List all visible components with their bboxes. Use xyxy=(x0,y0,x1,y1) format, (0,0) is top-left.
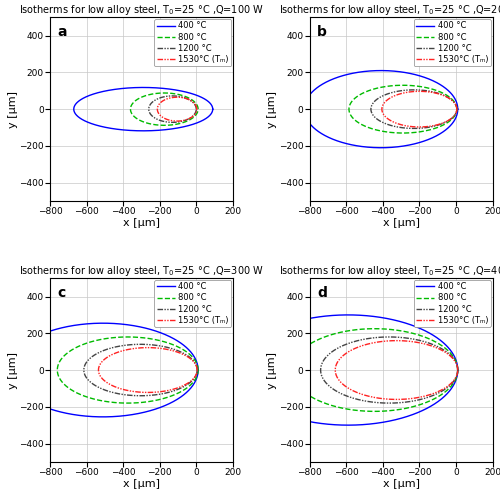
Legend: 400 °C, 800 °C, 1200 °C, 1530°C (Tₘ): 400 °C, 800 °C, 1200 °C, 1530°C (Tₘ) xyxy=(154,280,231,327)
Y-axis label: y [μm]: y [μm] xyxy=(268,91,278,127)
Title: Isotherms for low alloy steel, T$_0$=25 °C ,Q=100 W: Isotherms for low alloy steel, T$_0$=25 … xyxy=(19,3,264,17)
Y-axis label: y [μm]: y [μm] xyxy=(268,352,278,388)
X-axis label: x [μm]: x [μm] xyxy=(123,479,160,489)
Title: Isotherms for low alloy steel, T$_0$=25 °C ,Q=400 W: Isotherms for low alloy steel, T$_0$=25 … xyxy=(278,264,500,278)
Text: b: b xyxy=(317,25,327,39)
Legend: 400 °C, 800 °C, 1200 °C, 1530°C (Tₘ): 400 °C, 800 °C, 1200 °C, 1530°C (Tₘ) xyxy=(154,19,231,66)
Legend: 400 °C, 800 °C, 1200 °C, 1530°C (Tₘ): 400 °C, 800 °C, 1200 °C, 1530°C (Tₘ) xyxy=(414,280,491,327)
Y-axis label: y [μm]: y [μm] xyxy=(8,91,18,127)
Y-axis label: y [μm]: y [μm] xyxy=(8,352,18,388)
X-axis label: x [μm]: x [μm] xyxy=(123,218,160,228)
Legend: 400 °C, 800 °C, 1200 °C, 1530°C (Tₘ): 400 °C, 800 °C, 1200 °C, 1530°C (Tₘ) xyxy=(414,19,491,66)
X-axis label: x [μm]: x [μm] xyxy=(382,479,420,489)
Text: d: d xyxy=(317,286,327,299)
Text: a: a xyxy=(58,25,67,39)
Text: c: c xyxy=(58,286,66,299)
Title: Isotherms for low alloy steel, T$_0$=25 °C ,Q=300 W: Isotherms for low alloy steel, T$_0$=25 … xyxy=(19,264,264,278)
X-axis label: x [μm]: x [μm] xyxy=(382,218,420,228)
Title: Isotherms for low alloy steel, T$_0$=25 °C ,Q=200 W: Isotherms for low alloy steel, T$_0$=25 … xyxy=(278,3,500,17)
